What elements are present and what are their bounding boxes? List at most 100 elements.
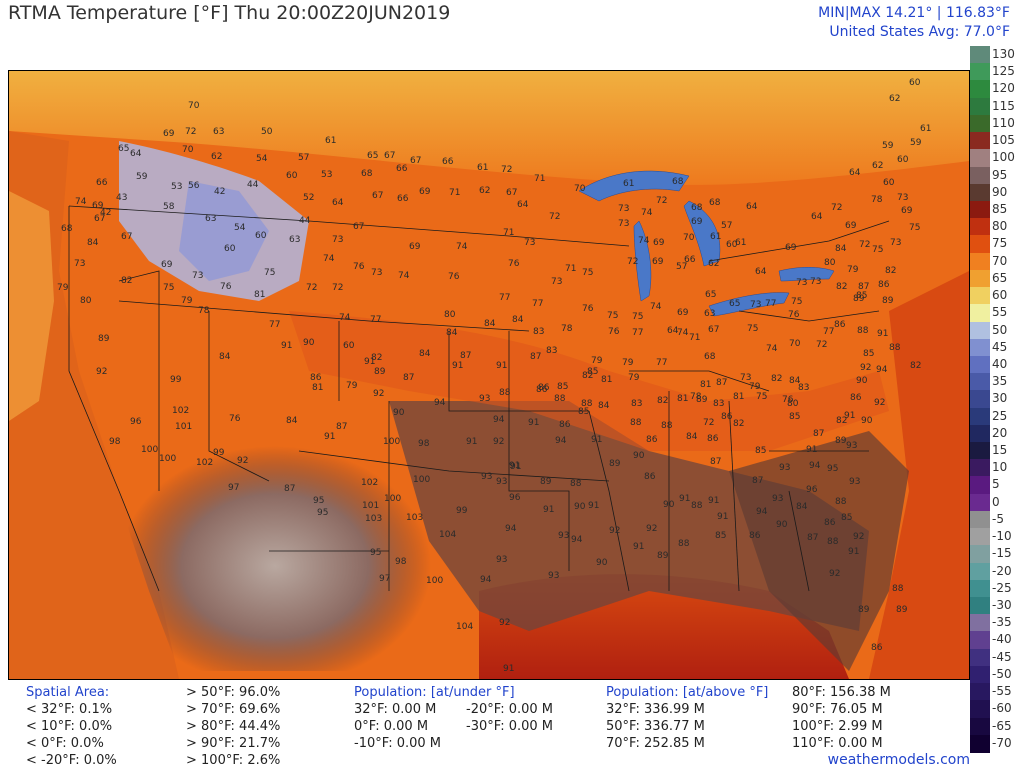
station-reading: 94: [571, 535, 583, 545]
station-reading: 76: [353, 262, 365, 272]
station-reading: 71: [689, 333, 700, 343]
station-reading: 74: [75, 197, 87, 207]
station-reading: 92: [373, 389, 384, 399]
station-reading: 69: [901, 206, 913, 216]
station-reading: 89: [896, 605, 908, 615]
station-reading: 93: [481, 472, 492, 482]
station-reading: 57: [721, 221, 732, 231]
station-reading: 57: [298, 153, 309, 163]
station-reading: 91: [679, 494, 690, 504]
station-reading: 82: [582, 371, 593, 381]
station-reading: 66: [442, 157, 454, 167]
station-reading: 62: [708, 259, 719, 269]
station-reading: 95: [827, 464, 838, 474]
station-reading: 64: [755, 267, 767, 277]
station-reading: 59: [136, 172, 148, 182]
scale-label: 95: [992, 167, 1008, 182]
population-above-header: Population: [at/above °F]: [606, 685, 769, 700]
spatial-left-0: < 32°F: 0.1%: [26, 702, 113, 717]
station-reading: 85: [715, 531, 726, 541]
station-reading: 72: [831, 203, 842, 213]
station-reading: 71: [534, 174, 545, 184]
station-reading: 87: [858, 282, 869, 292]
station-reading: 70: [789, 339, 801, 349]
spatial-right-1: > 70°F: 69.6%: [186, 702, 281, 717]
station-reading: 89: [540, 477, 552, 487]
station-reading: 92: [96, 367, 107, 377]
lake-superior: [578, 170, 690, 202]
under-right-0: -20°F: 0.00 M: [466, 702, 554, 717]
station-reading: 61: [735, 238, 746, 248]
scale-label: 0: [992, 494, 1000, 509]
station-reading: 84: [219, 352, 231, 362]
station-reading: 61: [477, 163, 488, 173]
spatial-left-3: < -20°F: 0.0%: [26, 753, 117, 768]
station-reading: 72: [185, 127, 196, 137]
station-reading: 56: [188, 181, 200, 191]
station-reading: 92: [860, 363, 871, 373]
station-reading: 76: [220, 282, 232, 292]
scale-segment: [970, 97, 990, 116]
scale-segment: [970, 46, 990, 65]
scale-segment: [970, 166, 990, 185]
station-reading: 78: [690, 392, 702, 402]
station-reading: 88: [581, 399, 593, 409]
station-reading: 93: [849, 477, 860, 487]
above-right-2: 100°F: 2.99 M: [792, 719, 883, 734]
scale-segment: [970, 252, 990, 271]
station-reading: 79: [591, 356, 603, 366]
station-reading: 74: [641, 208, 653, 218]
spatial-right-3: > 90°F: 21.7%: [186, 736, 281, 751]
station-reading: 63: [205, 214, 216, 224]
station-reading: 89: [853, 294, 865, 304]
scale-label: -5: [992, 511, 1004, 526]
station-reading: 88: [661, 421, 673, 431]
station-reading: 90: [303, 338, 315, 348]
station-reading: 53: [171, 182, 182, 192]
population-under-stats-right: -20°F: 0.00 M -30°F: 0.00 M: [466, 701, 553, 735]
station-reading: 100: [426, 576, 443, 586]
station-reading: 88: [835, 497, 847, 507]
scale-label: 25: [992, 408, 1008, 423]
station-reading: 87: [336, 422, 347, 432]
southwest-hot-zone: [119, 371, 509, 671]
scale-segment: [970, 665, 990, 685]
station-reading: 75: [163, 283, 174, 293]
station-reading: 74: [650, 302, 662, 312]
station-reading: 93: [558, 531, 569, 541]
station-reading: 73: [618, 219, 629, 229]
station-reading: 92: [829, 569, 840, 579]
scale-label: 90: [992, 184, 1008, 199]
station-reading: 72: [859, 240, 870, 250]
scale-segment: [970, 269, 990, 289]
station-reading: 64: [130, 149, 142, 159]
station-reading: 54: [256, 154, 268, 164]
scale-label: 100: [992, 150, 1015, 165]
station-reading: 75: [632, 312, 643, 322]
scale-segment: [970, 218, 990, 237]
population-above-stats-right: 80°F: 156.38 M 90°F: 76.05 M 100°F: 2.99…: [792, 684, 891, 752]
station-reading: 82: [657, 396, 668, 406]
station-reading: 93: [548, 571, 559, 581]
above-left-0: 32°F: 336.99 M: [606, 702, 705, 717]
scale-segment: [970, 631, 990, 650]
scale-label: 105: [992, 133, 1015, 148]
population-above-stats: Population: [at/above °F] 32°F: 336.99 M…: [606, 684, 768, 752]
station-reading: 72: [816, 340, 827, 350]
spatial-area-stats: Spatial Area: < 32°F: 0.1% < 10°F: 0.0% …: [26, 684, 117, 769]
map-title: RTMA Temperature [°F] Thu 20:00Z20JUN201…: [8, 2, 451, 24]
scale-label: 85: [992, 201, 1008, 216]
scale-label: -30: [992, 598, 1012, 613]
station-reading: 91: [848, 547, 859, 557]
station-reading: 74: [339, 313, 351, 323]
station-reading: 76: [788, 310, 800, 320]
station-reading: 73: [890, 238, 901, 248]
station-reading: 89: [882, 296, 894, 306]
station-reading: 82: [371, 353, 382, 363]
station-reading: 82: [733, 419, 744, 429]
station-reading: 60: [255, 231, 267, 241]
scale-label: 45: [992, 339, 1008, 354]
station-reading: 84: [796, 502, 808, 512]
station-reading: 90: [393, 408, 405, 418]
